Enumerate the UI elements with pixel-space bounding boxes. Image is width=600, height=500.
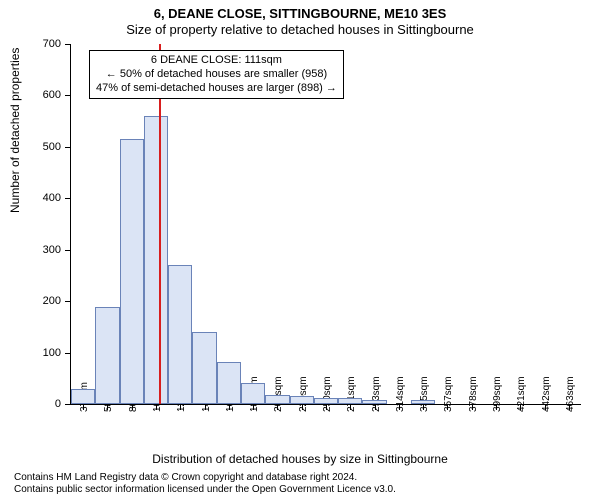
- histogram-bar: [411, 400, 435, 404]
- annotation-line: 6 DEANE CLOSE: 111sqm: [96, 54, 337, 68]
- histogram-bar: [71, 389, 95, 404]
- annotation-line: 47% of semi-detached houses are larger (…: [96, 82, 337, 96]
- x-tick-label: 335sqm: [419, 376, 430, 412]
- histogram-bar: [265, 395, 289, 404]
- histogram-bar: [95, 307, 119, 404]
- x-tick-label: 314sqm: [395, 376, 406, 412]
- y-tick-label: 700: [43, 38, 71, 50]
- histogram-bar: [120, 139, 144, 404]
- y-tick-label: 100: [43, 347, 71, 359]
- annotation-box: 6 DEANE CLOSE: 111sqm← 50% of detached h…: [89, 50, 344, 99]
- histogram-bar: [241, 383, 265, 404]
- footer-line2: Contains public sector information licen…: [14, 484, 396, 496]
- y-tick-label: 500: [43, 141, 71, 153]
- x-tick-label: 229sqm: [298, 376, 309, 412]
- x-tick-label: 250sqm: [322, 376, 333, 412]
- histogram-bar: [362, 400, 386, 404]
- footer-line1: Contains HM Land Registry data © Crown c…: [14, 472, 396, 484]
- histogram-bar: [338, 398, 362, 404]
- histogram-bar: [144, 116, 168, 404]
- y-tick-label: 600: [43, 89, 71, 101]
- histogram-bar: [290, 396, 314, 404]
- histogram-bar: [314, 398, 338, 404]
- y-axis-label: Number of detached properties: [8, 48, 22, 213]
- x-tick-label: 293sqm: [371, 376, 382, 412]
- y-tick-label: 400: [43, 192, 71, 204]
- x-tick-label: 271sqm: [346, 376, 357, 412]
- chart-title-line2: Size of property relative to detached ho…: [0, 22, 600, 37]
- x-tick-label: 463sqm: [565, 376, 576, 412]
- x-tick-label: 421sqm: [516, 376, 527, 412]
- footer-attribution: Contains HM Land Registry data © Crown c…: [14, 472, 396, 496]
- annotation-line: ← 50% of detached houses are smaller (95…: [96, 68, 337, 82]
- histogram-bar: [192, 332, 216, 404]
- x-tick-label: 442sqm: [541, 376, 552, 412]
- chart-plot-area: 010020030040050060070037sqm58sqm80sqm101…: [70, 44, 581, 405]
- y-tick-label: 300: [43, 244, 71, 256]
- histogram-bar: [168, 265, 192, 404]
- x-tick-label: 399sqm: [492, 376, 503, 412]
- x-tick-label: 378sqm: [468, 376, 479, 412]
- histogram-bar: [217, 362, 241, 404]
- x-tick-label: 357sqm: [443, 376, 454, 412]
- y-tick-label: 200: [43, 295, 71, 307]
- x-axis-label: Distribution of detached houses by size …: [0, 452, 600, 466]
- chart-title-line1: 6, DEANE CLOSE, SITTINGBOURNE, ME10 3ES: [0, 6, 600, 21]
- y-tick-label: 0: [55, 398, 71, 410]
